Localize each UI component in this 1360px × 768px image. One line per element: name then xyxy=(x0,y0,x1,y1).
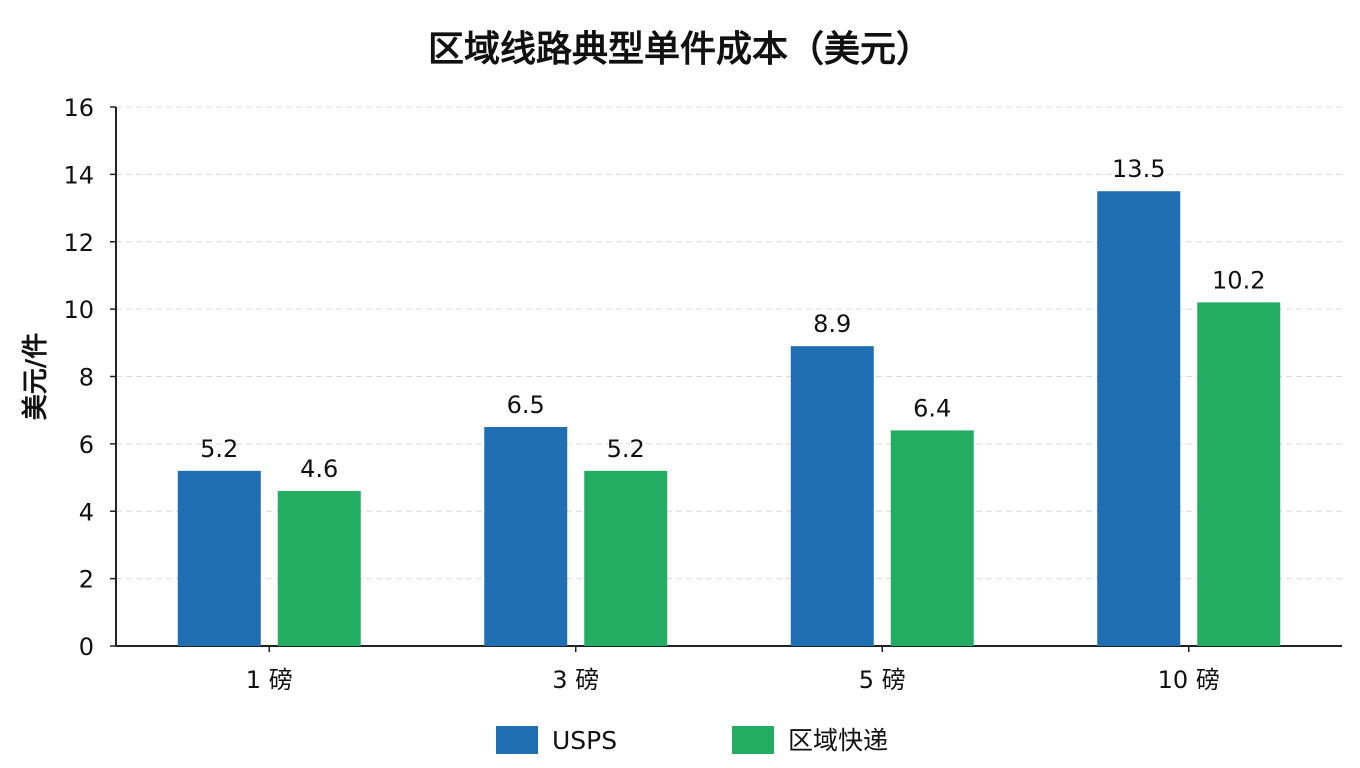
data-label: 8.9 xyxy=(813,310,851,338)
bar-layer xyxy=(177,191,1281,646)
data-label: 6.4 xyxy=(913,394,951,422)
bar-usps-2 xyxy=(790,346,874,646)
bar-usps-0 xyxy=(177,470,261,646)
y-tick-label: 14 xyxy=(63,161,94,189)
x-tick-label: 10 磅 xyxy=(1158,666,1220,694)
x-tick-label: 5 磅 xyxy=(859,666,906,694)
legend-label: 区域快递 xyxy=(788,726,888,755)
data-label: 5.2 xyxy=(607,435,645,463)
bar-regional-3 xyxy=(1197,302,1281,646)
legend-swatch xyxy=(496,726,538,754)
bar-usps-3 xyxy=(1097,191,1181,646)
legend-swatch xyxy=(732,726,774,754)
y-tick-label: 4 xyxy=(79,498,94,526)
y-tick-label: 10 xyxy=(63,296,94,324)
y-tick-label: 8 xyxy=(79,364,94,392)
data-label: 13.5 xyxy=(1112,155,1165,183)
x-tick-label: 1 磅 xyxy=(246,666,293,694)
y-axis-label: 美元/件 xyxy=(20,333,51,421)
data-label: 4.6 xyxy=(300,455,338,483)
legend-label: USPS xyxy=(552,726,617,755)
bar-regional-0 xyxy=(277,491,361,646)
data-label: 10.2 xyxy=(1212,266,1265,294)
bar-regional-2 xyxy=(890,430,974,646)
chart-title: 区域线路典型单件成本（美元） xyxy=(427,29,932,70)
y-tick-label: 2 xyxy=(79,566,94,594)
bar-regional-1 xyxy=(584,470,668,646)
y-tick-label: 16 xyxy=(63,94,94,122)
data-label: 6.5 xyxy=(507,391,545,419)
axis-layer: 0 2 4 6 8 10 12 14 16 美元/件 1 磅 3 磅 5 磅 10 磅 xyxy=(20,94,1342,694)
legend: USPS 区域快递 xyxy=(496,726,888,755)
x-tick-label: 3 磅 xyxy=(552,666,599,694)
y-tick-label: 12 xyxy=(63,229,94,257)
y-tick-label: 6 xyxy=(79,431,94,459)
data-label: 5.2 xyxy=(200,435,238,463)
y-tick-label: 0 xyxy=(79,633,94,661)
bar-usps-1 xyxy=(484,427,568,646)
label-layer: 5.2 4.6 6.5 5.2 8.9 6.4 13.5 10.2 xyxy=(200,155,1265,483)
